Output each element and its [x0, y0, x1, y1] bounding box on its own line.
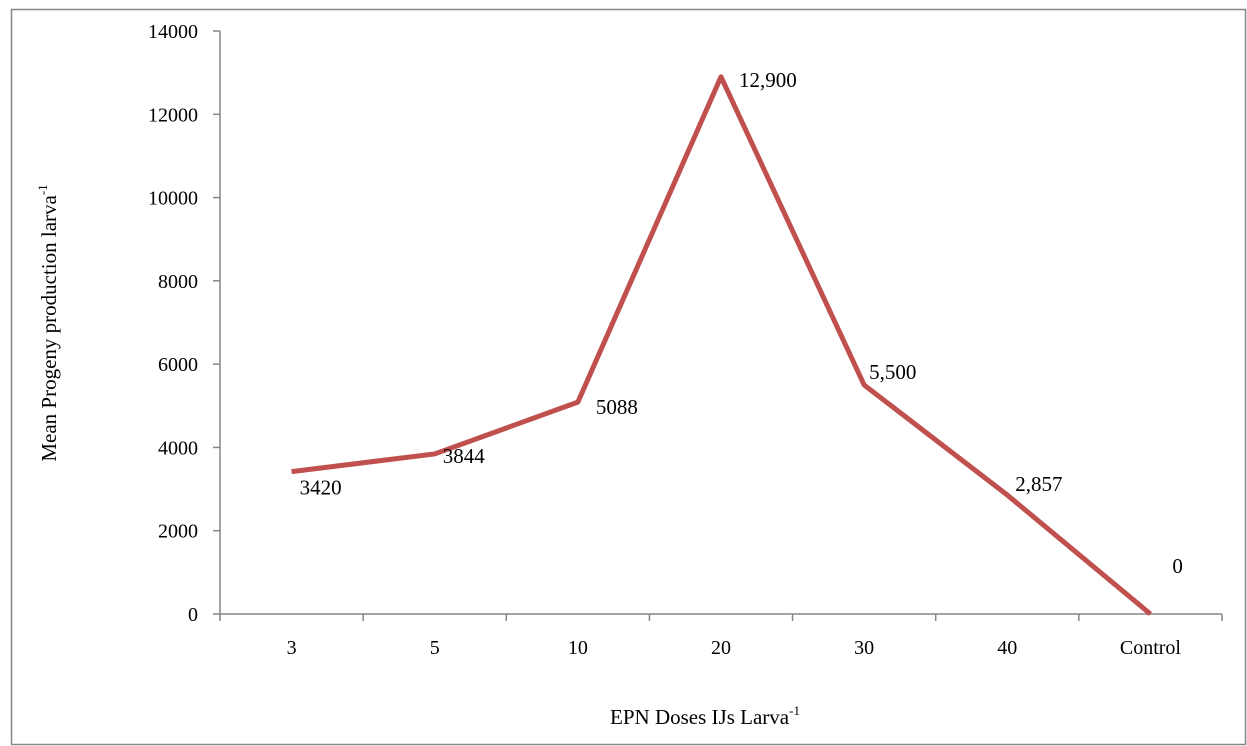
data-label: 3844 — [443, 444, 486, 468]
x-tick-label: 10 — [568, 637, 588, 659]
data-label: 12,900 — [739, 68, 797, 92]
y-axis-title: Mean Progeny production larva-1 — [35, 184, 61, 461]
y-tick-label: 14000 — [148, 21, 198, 43]
y-tick-label: 8000 — [158, 271, 198, 293]
chart-border — [10, 8, 1247, 746]
x-tick-label: 20 — [711, 637, 731, 659]
x-axis: 3 5 10 20 30 40 Control — [219, 613, 1223, 659]
y-tick-label: 2000 — [158, 521, 198, 543]
x-tick-label: 30 — [854, 637, 874, 659]
y-tick-label: 0 — [188, 604, 198, 626]
x-tick-label: 3 — [287, 637, 297, 659]
data-label: 5088 — [596, 395, 638, 419]
series — [291, 74, 1153, 616]
y-axis: 0 2000 4000 6000 8000 10000 12000 14000 — [148, 21, 221, 626]
data-label: 5,500 — [869, 360, 916, 384]
y-tick-label: 6000 — [158, 354, 198, 376]
y-tick-label: 12000 — [148, 104, 198, 126]
y-tick-label: 4000 — [158, 437, 198, 459]
x-tick-label: Control — [1120, 637, 1182, 659]
x-axis-title: EPN Doses IJs Larva-1 — [610, 703, 800, 729]
data-label: 0 — [1172, 554, 1183, 578]
data-label: 3420 — [300, 476, 342, 500]
x-tick-label: 40 — [997, 637, 1017, 659]
y-tick-label: 10000 — [148, 188, 198, 210]
data-label: 2,857 — [1015, 472, 1062, 496]
x-tick-label: 5 — [430, 637, 440, 659]
data-labels: 3420 3844 5088 12,900 5,500 2,857 0 — [300, 68, 1183, 578]
